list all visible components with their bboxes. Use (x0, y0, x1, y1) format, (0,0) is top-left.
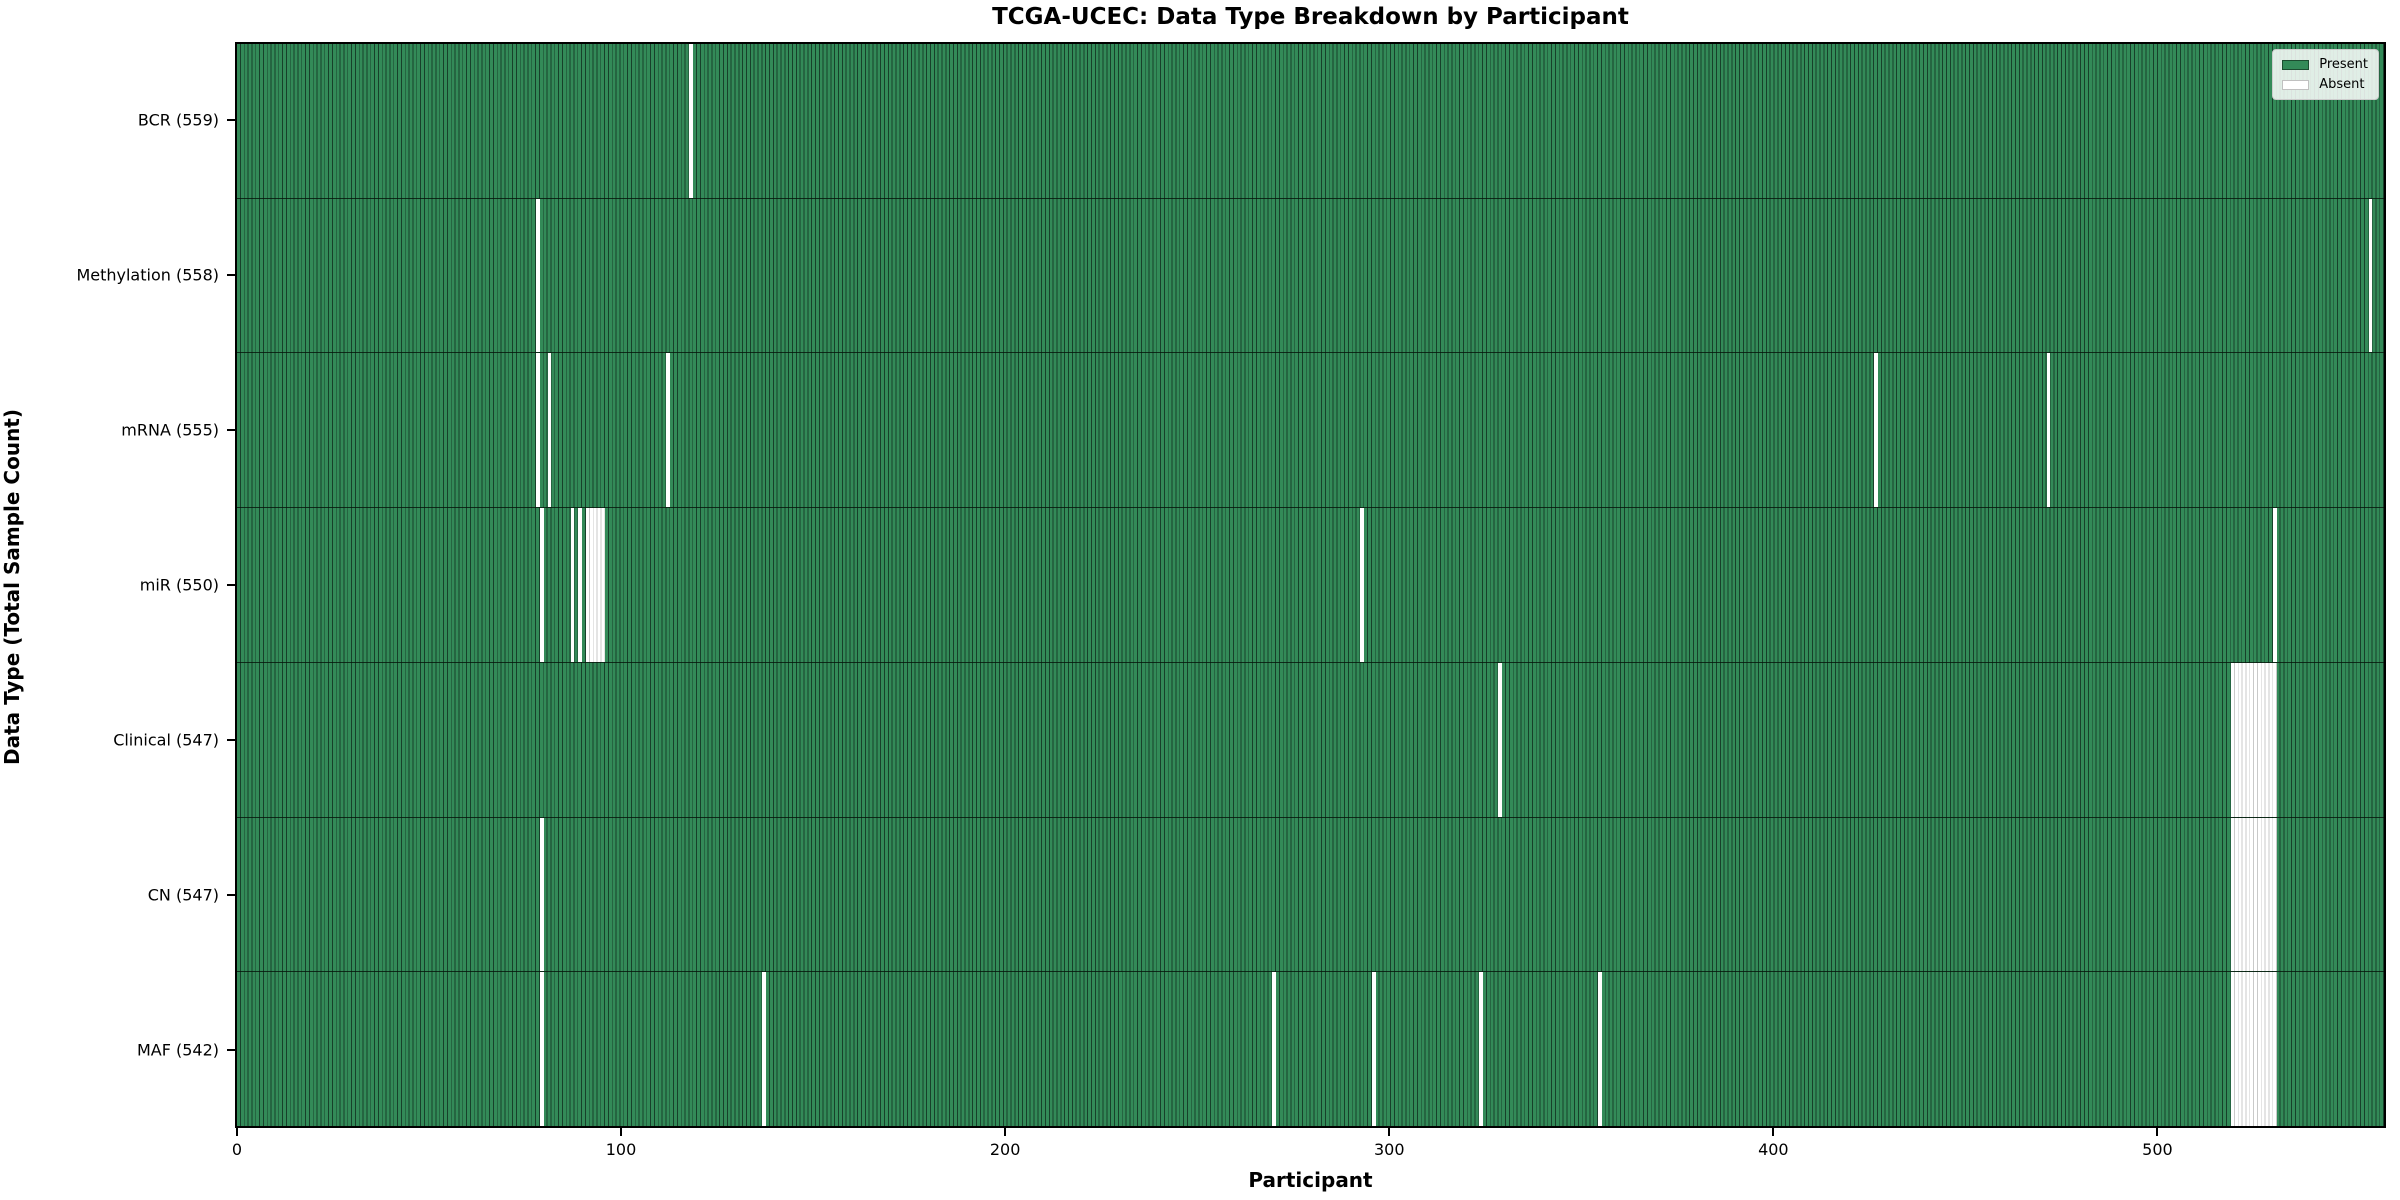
absent-gap (585, 508, 606, 662)
absent-gap (539, 508, 544, 662)
absent-gap (536, 353, 540, 508)
y-tick-label: Clinical (547) (113, 730, 219, 750)
data-row-clinical (237, 662, 2384, 818)
chart-title: TCGA-UCEC: Data Type Breakdown by Partic… (992, 4, 1629, 30)
y-tick-mark (227, 894, 235, 897)
data-row-mir (237, 508, 2384, 663)
x-axis: 0 100 200 300 400 500 (231, 1128, 2386, 1188)
absent-gap (570, 508, 575, 662)
absent-gap (2230, 817, 2277, 972)
plot-area: Present Absent (235, 42, 2386, 1128)
legend-entry-absent: Absent (2282, 77, 2368, 92)
legend-absent-label: Absent (2319, 77, 2365, 92)
x-tick-label: 400 (1758, 1140, 1789, 1159)
absent-gap (2230, 972, 2277, 1127)
absent-gap (1360, 508, 1365, 662)
absent-gap (1498, 662, 1503, 817)
absent-gap (2368, 198, 2373, 353)
legend: Present Absent (2272, 49, 2379, 100)
absent-gap (689, 44, 694, 198)
x-tick-mark (620, 1128, 623, 1136)
x-tick-mark (2156, 1128, 2159, 1136)
absent-gap (547, 353, 552, 508)
absent-gap (2272, 508, 2277, 662)
data-row-methylation (237, 198, 2384, 354)
absent-gap (1874, 353, 1878, 508)
y-tick-mark (227, 739, 235, 742)
absent-gap (1479, 972, 1484, 1127)
y-tick-mark (227, 273, 235, 276)
absent-gap (2046, 353, 2051, 508)
y-tick-mark (227, 428, 235, 431)
x-tick-mark (1772, 1128, 1775, 1136)
data-row-cn (237, 817, 2384, 973)
y-tick-mark (227, 584, 235, 586)
legend-entry-present: Present (2282, 57, 2368, 72)
absent-gap (762, 972, 767, 1127)
absent-gap (1598, 972, 1602, 1127)
x-tick-label: 0 (231, 1140, 242, 1159)
y-axis: BCR (559) Methylation (558) mRNA (555) miR … (0, 42, 235, 1128)
x-axis-title: Participant (1248, 1168, 1373, 1192)
absent-gap (2230, 662, 2277, 817)
absent-gap (539, 817, 544, 972)
y-tick-label: mRNA (555) (121, 420, 219, 440)
x-tick-label: 500 (2142, 1140, 2173, 1159)
y-tick-label: MAF (542) (136, 1040, 219, 1060)
data-row-maf (237, 972, 2384, 1127)
absent-gap (666, 353, 671, 508)
data-row-bcr (237, 44, 2384, 199)
y-tick-mark (227, 118, 235, 121)
x-tick-label: 300 (1373, 1140, 1405, 1159)
absent-gap (539, 972, 544, 1127)
y-tick-label: miR (550) (139, 575, 219, 595)
x-tick-label: 200 (989, 1140, 1021, 1159)
absent-gap (536, 198, 540, 353)
legend-present-swatch-icon (2282, 59, 2310, 70)
x-tick-mark (1388, 1128, 1391, 1136)
x-tick-mark (1004, 1128, 1007, 1136)
legend-absent-swatch-icon (2282, 79, 2310, 90)
y-tick-label: BCR (559) (137, 110, 219, 130)
data-row-mrna (237, 353, 2384, 509)
legend-present-label: Present (2319, 57, 2368, 72)
y-tick-label: Methylation (558) (76, 265, 219, 285)
absent-gap (1272, 972, 1276, 1127)
absent-gap (1371, 972, 1376, 1127)
y-tick-mark (227, 1049, 235, 1052)
absent-gap (578, 508, 583, 662)
x-tick-mark (235, 1128, 238, 1136)
y-tick-label: CN (547) (147, 885, 219, 905)
x-tick-label: 100 (605, 1140, 637, 1159)
